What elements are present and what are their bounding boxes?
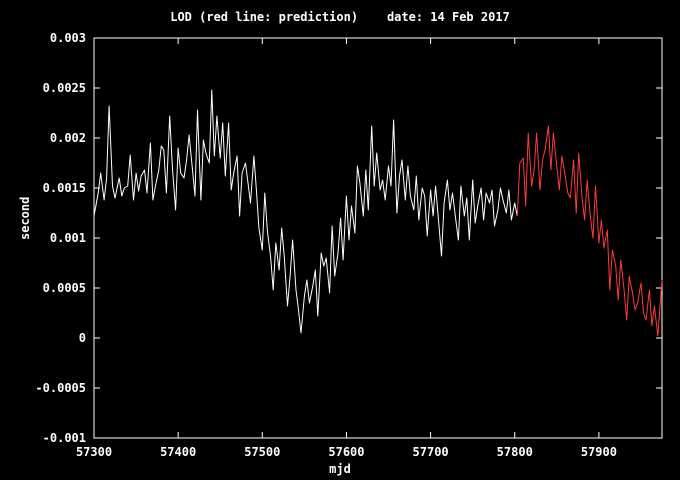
prediction-series-line bbox=[516, 125, 663, 337]
x-axis-label: mjd bbox=[329, 462, 351, 476]
plot-frame bbox=[93, 37, 663, 439]
y-tick-label: 0.0015 bbox=[43, 181, 86, 195]
y-tick-label: 0.003 bbox=[50, 31, 86, 45]
y-tick-label: -0.001 bbox=[43, 431, 86, 445]
y-tick-label: 0.0025 bbox=[43, 81, 86, 95]
x-tick-label: 57800 bbox=[497, 445, 533, 459]
x-tick-label: 57400 bbox=[160, 445, 196, 459]
observed-series-line bbox=[93, 89, 518, 334]
x-tick-label: 57300 bbox=[76, 445, 112, 459]
y-tick-label: 0.0005 bbox=[43, 281, 86, 295]
y-tick-label: 0.001 bbox=[50, 231, 86, 245]
x-tick-label: 57600 bbox=[328, 445, 364, 459]
y-axis: -0.001 -0.0005 0 0.0005 0.001 0.0015 0.002 0.00… bbox=[35, 31, 662, 445]
y-tick-label: 0 bbox=[79, 331, 86, 345]
plot-lines bbox=[93, 89, 663, 337]
x-axis: 57300 57400 57500 57600 57700 57800 57900 bbox=[76, 38, 617, 459]
y-tick-label: -0.0005 bbox=[35, 381, 86, 395]
x-tick-label: 57500 bbox=[244, 445, 280, 459]
chart-title: LOD (red line: prediction) date: 14 Feb … bbox=[170, 10, 510, 24]
y-tick-label: 0.002 bbox=[50, 131, 86, 145]
x-tick-label: 57700 bbox=[413, 445, 449, 459]
x-tick-label: 57900 bbox=[581, 445, 617, 459]
